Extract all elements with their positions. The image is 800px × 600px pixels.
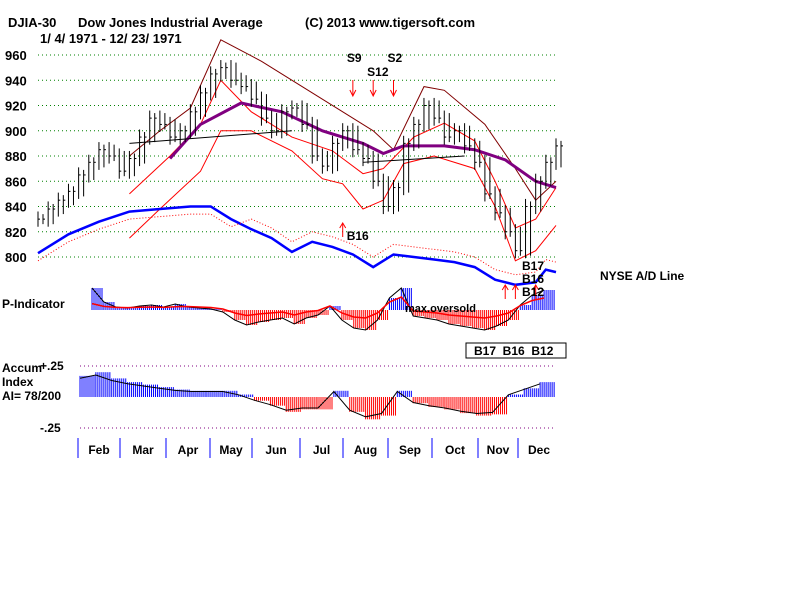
signal-label: B16: [522, 272, 544, 286]
signal-label: S9: [347, 51, 362, 65]
month-label-oct: Oct: [445, 443, 465, 457]
upper-band: [129, 39, 557, 201]
signal-label: B16: [347, 229, 369, 243]
inner-lower-band: [129, 130, 557, 262]
ad-line-label: NYSE A/D Line: [600, 269, 685, 283]
max-oversold-label: max.oversold: [405, 303, 476, 315]
month-label-dec: Dec: [528, 443, 550, 457]
date-range: 1/ 4/ 1971 - 12/ 23/ 1971: [40, 31, 182, 46]
index-label: Index: [2, 375, 34, 389]
ad-line: [37, 205, 557, 287]
sell-arrow-head: [349, 89, 357, 98]
accum-top-tick: +.25: [40, 359, 64, 373]
p-indicator-outline: [91, 287, 545, 331]
sell-arrow-head: [369, 89, 377, 98]
trendline: [362, 155, 465, 163]
chart-symbol: DJIA-30: [8, 15, 56, 30]
signal-label: S12: [367, 65, 389, 79]
month-label-nov: Nov: [487, 443, 510, 457]
y-tick-label: 880: [5, 149, 27, 164]
accum-label: Accum: [2, 361, 42, 375]
accum-bottom-tick: -.25: [40, 421, 61, 435]
moving-average: [168, 101, 557, 190]
signal-label: B12: [522, 285, 544, 299]
y-tick-label: 960: [5, 48, 27, 63]
accum-index-ma: [79, 374, 541, 418]
ai-label: AI= 78/200: [2, 389, 61, 403]
y-tick-label: 920: [5, 99, 27, 114]
month-label-aug: Aug: [354, 443, 377, 457]
p-indicator-ma: [91, 296, 545, 319]
p-indicator-label: P-Indicator: [2, 297, 65, 311]
month-label-sep: Sep: [399, 443, 421, 457]
month-label-feb: Feb: [88, 443, 109, 457]
y-tick-label: 860: [5, 174, 27, 189]
buy-arrow-head: [339, 222, 347, 229]
buy-arrow-head: [511, 284, 519, 291]
chart-title: Dow Jones Industrial Average: [78, 15, 263, 30]
month-label-apr: Apr: [178, 443, 199, 457]
buy-arrow-head: [532, 284, 540, 291]
y-tick-label: 820: [5, 225, 27, 240]
y-tick-label: 800: [5, 250, 27, 265]
month-label-may: May: [219, 443, 243, 457]
signal-box: [465, 342, 567, 359]
signal-label: S2: [387, 51, 402, 65]
trendline: [129, 130, 292, 144]
signal-label: B17: [522, 259, 544, 273]
ad-line-ma: [37, 213, 557, 276]
sell-arrow-head: [390, 89, 397, 98]
y-tick-label: 940: [5, 73, 27, 88]
month-label-jun: Jun: [265, 443, 286, 457]
y-tick-label: 840: [5, 200, 27, 215]
y-tick-label: 900: [5, 124, 27, 139]
buy-arrow-head: [501, 284, 509, 291]
signal-box-text: B17 B16 B12: [474, 344, 554, 358]
month-label-mar: Mar: [132, 443, 154, 457]
copyright: (C) 2013 www.tigersoft.com: [305, 15, 475, 30]
month-label-jul: Jul: [313, 443, 330, 457]
